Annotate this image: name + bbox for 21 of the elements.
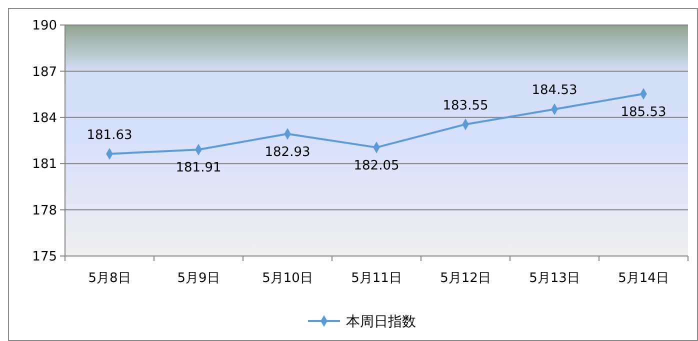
y-tick-label: 181 <box>32 157 57 172</box>
y-tick-label: 184 <box>32 110 57 126</box>
x-tick-label: 5月14日 <box>618 271 669 286</box>
x-tick-label: 5月10日 <box>262 271 313 286</box>
data-label: 184.53 <box>532 83 578 98</box>
x-tick-label: 5月11日 <box>351 271 402 286</box>
y-tick-label: 190 <box>32 18 57 34</box>
y-tick-label: 178 <box>32 203 57 218</box>
data-label: 183.55 <box>442 98 488 114</box>
legend-label: 本周日指数 <box>346 314 416 330</box>
y-tick-label: 187 <box>32 64 57 80</box>
y-tick-label: 175 <box>32 250 57 265</box>
data-label: 181.91 <box>176 160 222 176</box>
x-tick-label: 5月9日 <box>177 271 220 286</box>
x-tick-label: 5月8日 <box>88 271 131 286</box>
x-tick-label: 5月13日 <box>529 271 580 286</box>
data-label: 185.53 <box>620 104 666 120</box>
data-label: 182.05 <box>354 158 400 174</box>
data-label: 181.63 <box>86 128 132 143</box>
x-tick-label: 5月12日 <box>440 271 491 286</box>
data-label: 182.93 <box>264 144 310 160</box>
